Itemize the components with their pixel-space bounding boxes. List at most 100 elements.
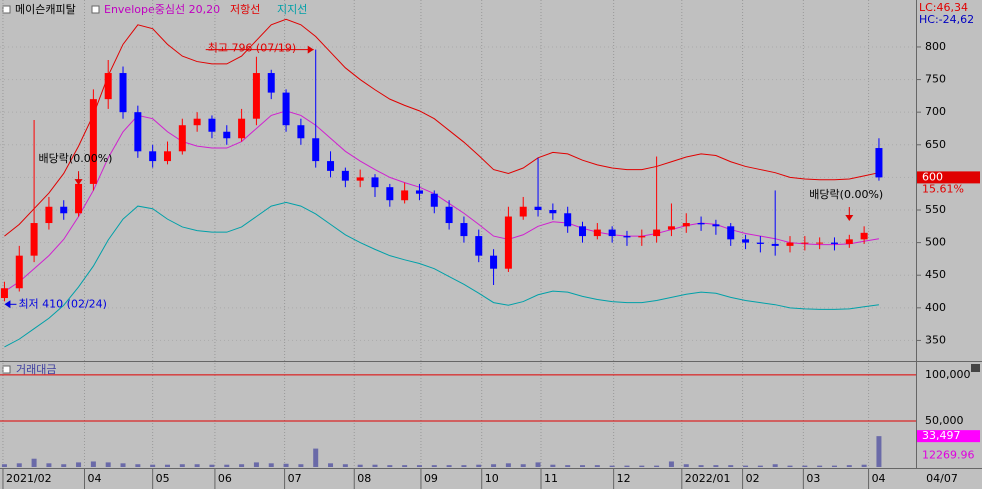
candle-body [252,73,260,119]
last-date: 04/07 [926,472,958,485]
volume-bar [357,464,363,467]
arrow-head [307,45,314,54]
volume-bar [817,465,823,467]
volume-bar [535,462,541,467]
candle-body [579,226,587,237]
envelope-line [4,18,880,237]
candle-body [75,183,83,214]
x-tick-label: 03 [806,472,820,485]
candle-body [623,236,631,238]
candle-body [119,73,127,113]
legend-resistance: 저항선 [230,3,260,16]
candle-body [0,288,8,299]
volume-bar [639,465,645,467]
volume-bar [787,465,793,467]
candle-body [549,210,557,214]
candle-body [30,223,38,256]
volume-bar [876,436,882,467]
volume-bar [565,465,571,467]
volume-bar [654,465,660,467]
volume-bar [624,465,630,467]
volume-bar [1,464,7,467]
volume-marker [917,430,980,443]
x-tick-label: 11 [544,472,558,485]
volume-bar [683,464,689,467]
candle-body [297,125,305,139]
candle-body [490,255,498,269]
legend-center: Envelope중심선 20,20 [104,3,220,16]
candle-body [134,112,142,152]
panel-button[interactable] [971,364,980,372]
volume-bar [194,464,200,467]
candle-body [460,223,468,237]
candle-body [845,239,853,244]
candle-body [312,138,320,162]
candle-body [830,242,838,244]
volume-bar [772,464,778,467]
volume-bar [550,464,556,467]
y-tick-label: 100,000 [925,368,971,381]
volume-bar [239,464,245,467]
candle-body [430,193,438,207]
volume-bar [831,465,837,467]
x-tick-label: 09 [424,472,438,485]
y-tick-label: 500 [925,236,946,249]
volume-bar [505,463,511,467]
candle-body [667,226,675,230]
y-tick-label: 650 [925,138,946,151]
y-tick-label: 700 [925,105,946,118]
candle-body [564,213,572,227]
price-marker-label: 600 [922,170,943,183]
candle-body [282,92,290,126]
icon[interactable] [2,5,11,14]
candle-body [771,243,779,246]
x-tick-label: 08 [357,472,371,485]
volume-title: 거래대금 [16,363,56,376]
volume-bar [31,458,37,467]
volume-bar [179,464,185,467]
volume-bar [476,464,482,467]
x-tick-label: 02 [746,472,760,485]
volume-bar [861,464,867,467]
volume-bar [135,464,141,467]
volume-bar [283,463,289,467]
y-tick-label: 450 [925,268,946,281]
candle-body [223,131,231,139]
candle-body [208,118,216,132]
candle-body [742,239,750,243]
volume-bar [698,465,704,467]
x-tick-label: 10 [485,472,499,485]
volume-bar [461,465,467,467]
volume-bar [61,464,67,467]
arrow-head [74,179,83,186]
annotation-label: 배당락(0.00%) [809,188,883,201]
candle-body [15,255,23,289]
candle-body [45,206,53,224]
candle-body [415,190,423,194]
volume-bar [253,462,259,467]
icon[interactable] [91,5,100,14]
envelope-line [4,201,880,348]
candle-body [267,73,275,93]
candle-body [504,216,512,269]
candle-body [445,206,453,224]
candle-body [178,125,186,152]
annotation-label: 배당락(0.00%) [39,152,113,165]
hc-label: HC:-24,62 [919,13,974,26]
volume-marker-label: 33,497 [922,429,961,442]
volume-bar [298,464,304,467]
volume-bar [164,464,170,467]
volume-bar [76,462,82,467]
volume-bar [743,465,749,467]
annotation-label: 최고 796 (07/19) [208,42,297,55]
volume-bar [372,464,378,467]
volume-bar [313,448,319,467]
icon[interactable] [2,365,11,374]
candle-body [593,229,601,237]
volume-bar [668,461,674,467]
volume-bar [431,465,437,467]
x-tick-label: 07 [288,472,302,485]
candle-body [163,151,171,162]
volume-bar [609,465,615,467]
